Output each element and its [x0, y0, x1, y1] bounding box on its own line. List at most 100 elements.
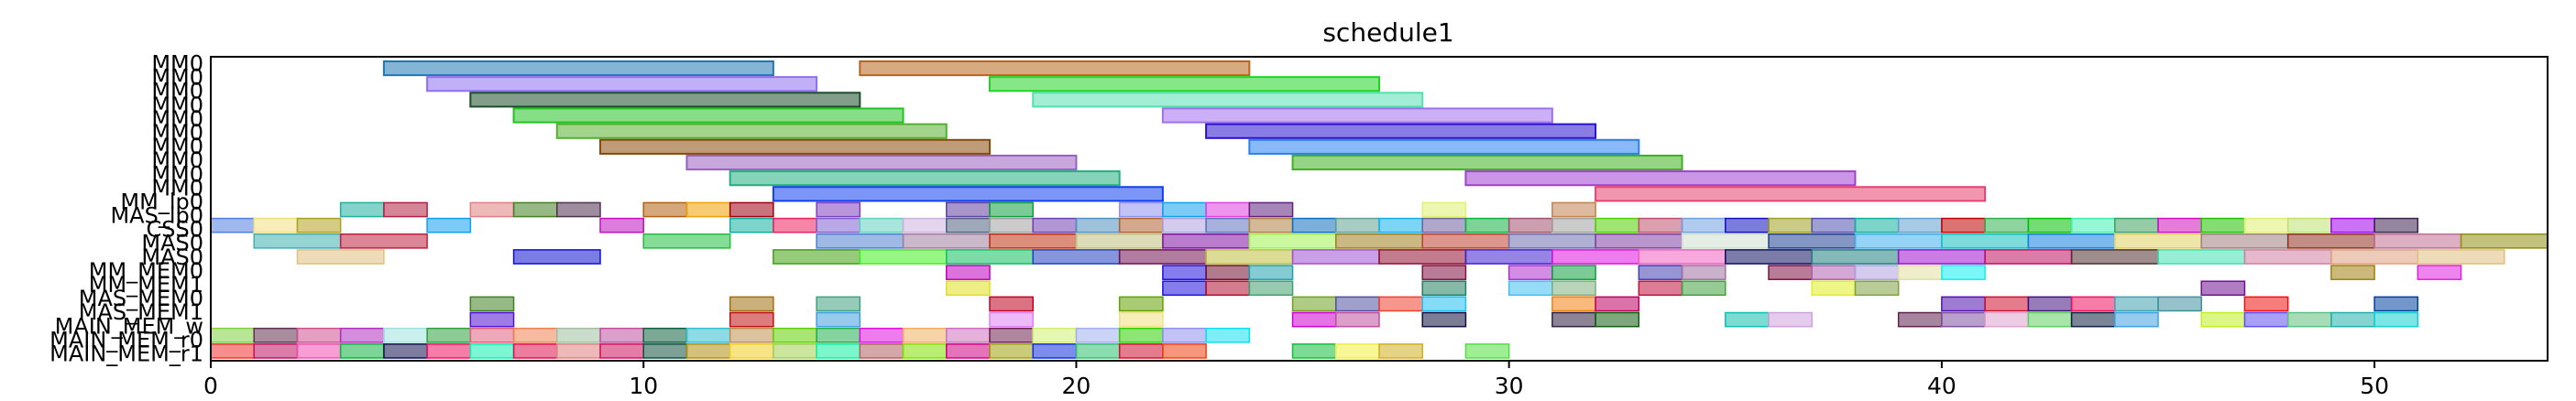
task-slot: [729, 343, 774, 359]
task-slot: [1551, 249, 1640, 265]
task-bar: [989, 76, 1380, 92]
y-tick-label: MM_MEM0: [89, 258, 203, 284]
task-slot: [2330, 265, 2375, 280]
task-slot: [2200, 280, 2246, 297]
task-slot: [1335, 343, 1380, 359]
task-slot: [1984, 311, 2030, 328]
task-slot: [1075, 233, 1164, 249]
task-slot: [2027, 217, 2073, 233]
task-slot: [1854, 265, 1900, 280]
task-slot: [1854, 217, 1900, 233]
task-slot: [2286, 233, 2375, 249]
task-slot: [2417, 249, 2505, 265]
task-slot: [1205, 217, 1251, 233]
task-slot: [2330, 217, 2375, 233]
task-slot: [685, 327, 731, 343]
task-slot: [2070, 249, 2159, 265]
task-slot: [469, 311, 515, 328]
task-slot: [773, 343, 817, 359]
task-slot: [1854, 233, 1943, 249]
task-slot: [1551, 296, 1596, 312]
plot-frame: [210, 56, 2549, 362]
task-slot: [1248, 280, 1294, 297]
task-slot: [729, 201, 774, 218]
task-slot: [773, 327, 817, 343]
task-slot: [1768, 311, 1813, 328]
task-slot: [426, 343, 472, 359]
task-slot: [1421, 311, 1467, 328]
task-slot: [599, 327, 644, 343]
task-slot: [1681, 217, 1726, 233]
task-slot: [1595, 217, 1640, 233]
y-tick-label: MAS_MEM0: [79, 286, 203, 311]
task-slot: [1248, 265, 1294, 280]
task-slot: [2114, 311, 2159, 328]
y-tick-label: MM_MEM1: [89, 272, 203, 298]
task-slot: [2070, 217, 2116, 233]
task-slot: [1075, 327, 1121, 343]
task-slot: [729, 327, 774, 343]
task-bar: [685, 154, 1078, 171]
task-slot: [729, 217, 774, 233]
task-slot: [1595, 311, 1640, 328]
y-tick-label: MAS_MEM1: [79, 299, 203, 325]
task-slot: [1075, 217, 1121, 233]
task-slot: [339, 327, 385, 343]
task-slot: [1768, 217, 1813, 233]
task-slot: [1551, 201, 1596, 218]
task-bar: [1595, 186, 1987, 202]
task-slot: [339, 233, 428, 249]
task-slot: [1205, 201, 1251, 218]
task-bar: [1248, 138, 1640, 155]
x-tick-label: 40: [1927, 373, 1957, 399]
task-slot: [1551, 265, 1596, 280]
task-bar: [599, 138, 991, 155]
task-slot: [556, 343, 601, 359]
task-slot: [1248, 201, 1294, 218]
y-tick-label: MM0: [151, 65, 203, 91]
task-slot: [296, 327, 342, 343]
task-slot: [1811, 217, 1857, 233]
task-slot: [1162, 343, 1207, 359]
task-slot: [426, 217, 472, 233]
task-slot: [989, 327, 1034, 343]
task-slot: [2373, 217, 2419, 233]
task-slot: [253, 327, 299, 343]
task-slot: [1335, 233, 1423, 249]
task-slot: [296, 343, 342, 359]
task-slot: [773, 249, 861, 265]
task-slot: [1897, 311, 1943, 328]
task-slot: [1854, 280, 1900, 297]
task-slot: [1162, 233, 1251, 249]
task-slot: [1507, 265, 1553, 280]
task-slot: [1941, 296, 1986, 312]
task-slot: [1162, 265, 1207, 280]
task-slot: [685, 343, 731, 359]
task-bar: [382, 60, 774, 77]
task-slot: [296, 249, 385, 265]
task-slot: [1638, 217, 1683, 233]
task-slot: [1205, 280, 1251, 297]
y-axis-labels: MM0MM0MM0MM0MM0MM0MM0MM0MM0MM0MM_lp0MAS_…: [49, 51, 203, 367]
task-bar: [1032, 92, 1424, 108]
task-slot: [989, 311, 1034, 328]
task-slot: [1464, 343, 1510, 359]
task-slot: [1075, 343, 1121, 359]
task-slot: [2157, 296, 2202, 312]
task-slot: [946, 280, 991, 297]
task-slot: [816, 201, 861, 218]
task-slot: [1941, 265, 1986, 280]
task-bar: [1291, 154, 1683, 171]
task-slot: [2243, 249, 2332, 265]
task-slot: [1421, 265, 1467, 280]
task-slot: [1681, 265, 1726, 280]
task-slot: [512, 327, 558, 343]
task-slot: [2114, 296, 2159, 312]
task-slot: [1162, 217, 1207, 233]
task-slot: [2157, 249, 2246, 265]
task-slot: [2460, 233, 2549, 249]
task-slot: [1421, 217, 1467, 233]
task-bar: [729, 170, 1121, 187]
task-slot: [2157, 217, 2202, 233]
task-slot: [1248, 233, 1337, 249]
